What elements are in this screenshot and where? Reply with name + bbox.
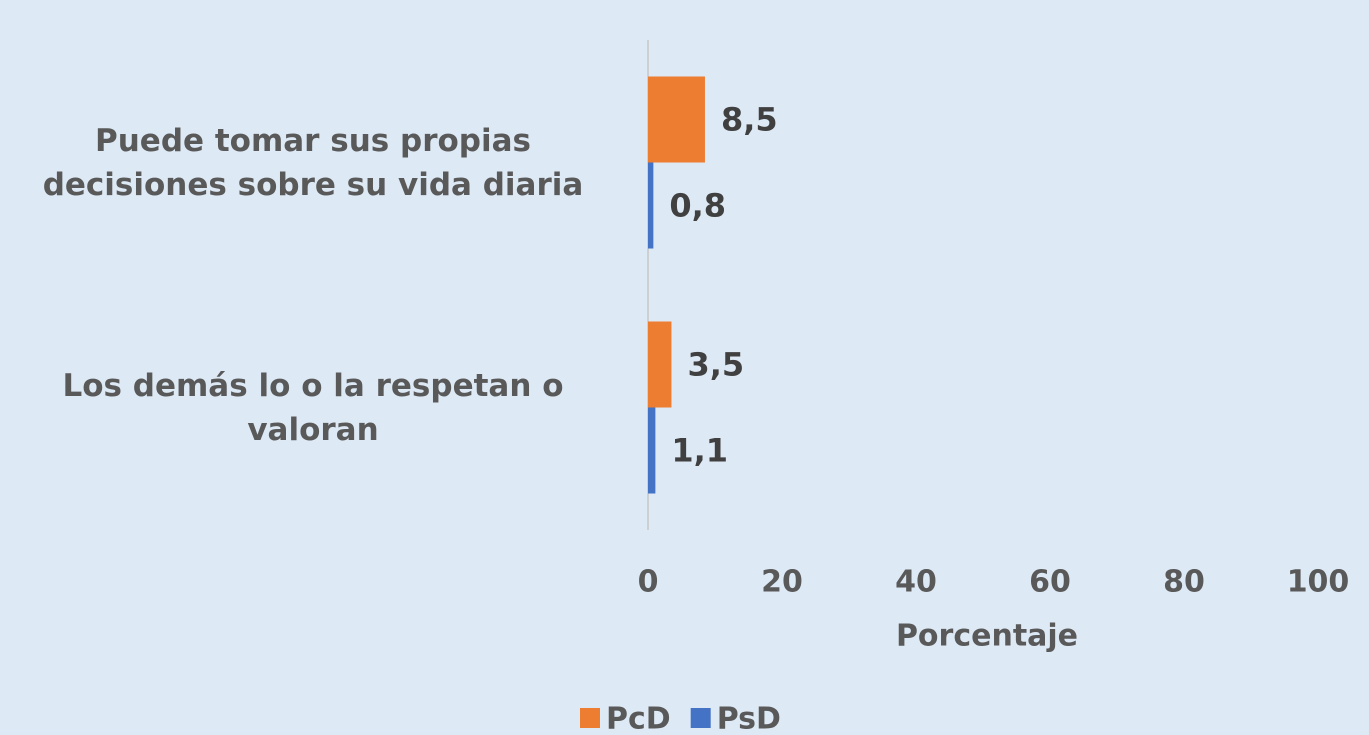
x-tick-label: 80 — [1163, 565, 1205, 600]
bar — [648, 76, 705, 163]
bar — [648, 321, 672, 408]
legend-swatch — [580, 708, 600, 728]
legend-label: PsD — [717, 702, 781, 735]
bar — [648, 162, 654, 249]
y-tick-label: Puede tomar sus propias decisiones sobre… — [42, 122, 584, 203]
data-label: 3,5 — [687, 346, 744, 384]
bar — [648, 407, 656, 494]
legend-label: PcD — [606, 702, 671, 735]
data-label: 0,8 — [669, 187, 726, 225]
x-axis-title: Porcentaje — [896, 619, 1078, 654]
x-tick-label: 60 — [1029, 565, 1071, 600]
x-tick-label: 20 — [761, 565, 803, 600]
data-label: 8,5 — [721, 101, 778, 139]
x-tick-label: 40 — [895, 565, 937, 600]
data-label: 1,1 — [671, 432, 728, 470]
y-tick-label: Los demás lo o la respetan o valoran — [62, 367, 564, 448]
x-tick-label: 100 — [1287, 565, 1350, 600]
legend-swatch — [690, 708, 711, 728]
x-tick-label: 0 — [638, 565, 659, 600]
